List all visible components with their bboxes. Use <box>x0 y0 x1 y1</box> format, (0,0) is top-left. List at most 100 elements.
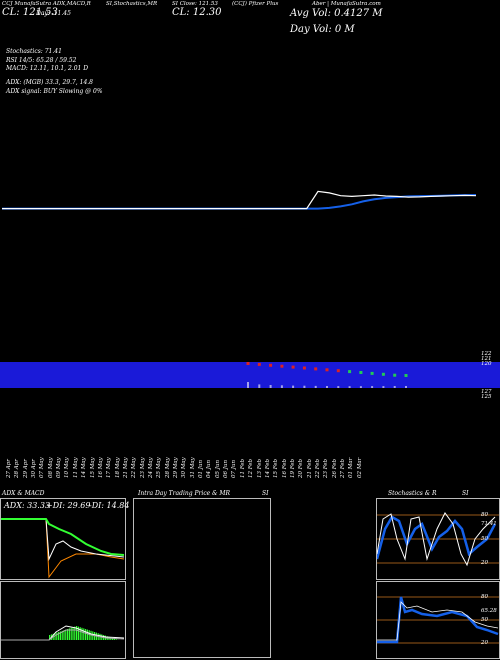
di-plus-value: +DI: 29.69 <box>46 501 91 510</box>
candle <box>325 368 329 372</box>
date-tick-label: 19 Feb <box>289 458 296 478</box>
candle <box>359 371 363 374</box>
date-tick-label: 16 Feb <box>281 458 288 478</box>
stoch-level-label: 80 <box>481 512 488 518</box>
candle <box>404 374 408 377</box>
date-tick-label: 20 Feb <box>298 458 305 478</box>
adx-macd-title: ADX & MACD <box>2 490 45 497</box>
macd-histogram-bar <box>88 630 90 640</box>
macd-histogram-bar <box>74 626 76 640</box>
header-cl-left: CL: 121.53 <box>2 7 58 18</box>
volume-bar <box>393 386 396 388</box>
date-tick-label: 22 May <box>131 457 138 478</box>
candle <box>370 371 374 375</box>
macd-histogram-bar <box>81 627 83 640</box>
intraday-panel <box>133 498 271 658</box>
adx-signal-readout: ADX signal: BUY Slowing @ 0% <box>6 88 103 95</box>
header-close: SI Close: 121.53 <box>172 1 218 7</box>
price-label: 120 <box>481 361 492 367</box>
macd-histogram-bar <box>67 629 69 640</box>
macd-histogram-bar <box>70 627 72 640</box>
date-tick-label: 28 Apr <box>14 459 21 478</box>
price-label: 122 <box>481 351 492 357</box>
volume-bar <box>337 386 340 388</box>
date-tick-label: 29 May <box>173 457 179 478</box>
macd-histogram-bar <box>49 635 51 640</box>
volume-bar <box>303 385 306 388</box>
date-tick-label: 23 May <box>139 457 146 478</box>
macd-histogram-bar <box>63 630 65 640</box>
rsi-level-label: 20 <box>481 640 488 646</box>
date-tick-label: 11 May <box>72 457 79 478</box>
date-tick-label: 27 Apr <box>6 459 12 478</box>
stoch-k-line <box>377 515 497 560</box>
macd-histogram-bar <box>56 632 58 640</box>
adx-readout: ADX: (MGB) 33.3, 29.7, 14.8 <box>6 79 93 86</box>
volume-bar <box>280 385 283 388</box>
macd-histogram-bar <box>61 630 63 640</box>
volume-bar <box>405 386 407 388</box>
macd-readout: MACD: 12.11, 10.1, 2.01 D <box>6 65 89 72</box>
rsi-line <box>377 596 499 644</box>
intraday-title-suffix: SI <box>262 490 269 497</box>
macd-histogram-bar <box>65 629 67 640</box>
date-tick-label: 30 Apr <box>31 459 38 478</box>
date-tick-label: 31 May <box>189 457 196 478</box>
adx-panel: ADX: 33.33 +DI: 29.69 -DI: 14.84 <box>0 498 129 580</box>
stoch-d-line <box>377 512 496 567</box>
adx-value: ADX: 33.33 <box>4 501 51 510</box>
volume-bar <box>258 384 261 388</box>
date-tick-label: 30 May <box>181 457 188 478</box>
header-company: (CCJ) Pfizer Plus <box>232 1 279 7</box>
date-tick-label: 25 May <box>156 457 163 478</box>
date-tick-label: 15 May <box>89 457 96 478</box>
rsi-readout: RSI 14/5: 65.28 / 59.52 <box>6 57 77 64</box>
date-tick-label: 01 Jun <box>198 459 205 478</box>
candle <box>381 372 385 376</box>
di-minus-line <box>1 518 125 579</box>
price-labels-top: 122 121 120 <box>481 351 492 367</box>
date-tick-label: 07 May <box>39 457 46 478</box>
price-label: 125 <box>481 394 492 400</box>
volume-bar <box>359 386 362 388</box>
macd-histogram-bar <box>113 638 115 640</box>
date-tick-label: 01 Mar <box>348 457 355 478</box>
macd-histogram-bar <box>86 629 88 640</box>
candle <box>280 364 284 368</box>
date-tick-label: 09 May <box>56 457 63 478</box>
signal-line <box>1 629 125 641</box>
price-label: 121 <box>481 356 492 362</box>
macd-histogram-bar <box>54 633 56 640</box>
rsi-panel: 80 50 20 65.28 <box>376 581 500 659</box>
volume-band <box>0 362 500 388</box>
candle <box>348 370 352 374</box>
date-tick-label: 06 Jun <box>223 459 230 478</box>
macd-histogram-bar <box>58 632 60 640</box>
date-tick-label: 15 Feb <box>273 458 280 478</box>
volume-bar <box>371 386 374 388</box>
header-site: Aber | MunafaSutra.com <box>312 1 381 7</box>
volume-bar <box>326 386 328 388</box>
stochastics-panel: 80 50 20 71.41 <box>376 498 500 580</box>
candle <box>336 369 340 373</box>
date-tick-label: 24 May <box>147 457 154 478</box>
date-tick-label: 11 Feb <box>239 458 246 478</box>
date-tick-label: 27 Feb <box>340 458 346 478</box>
rsi-level-label: 50 <box>481 617 488 623</box>
date-tick-label: 18 May <box>114 457 121 478</box>
stoch-level-label: 50 <box>481 536 488 542</box>
rsi-value: 65.28 <box>481 608 497 614</box>
volume-bar <box>382 386 385 388</box>
price-labels-bottom: 127 125 <box>481 389 492 400</box>
candle <box>246 362 250 365</box>
date-tick-label: 10 May <box>64 457 71 478</box>
macd-histogram-bar <box>68 628 70 640</box>
volume-bar <box>247 382 249 388</box>
candle <box>302 366 306 370</box>
date-tick-label: 02 Mar <box>356 457 363 478</box>
date-tick-label: 21 Feb <box>306 458 313 478</box>
date-tick-label: 23 Feb <box>323 458 330 478</box>
volume-bar <box>292 385 295 388</box>
macd-histogram-bar <box>76 626 78 640</box>
date-tick-label: 16 May <box>97 457 104 478</box>
